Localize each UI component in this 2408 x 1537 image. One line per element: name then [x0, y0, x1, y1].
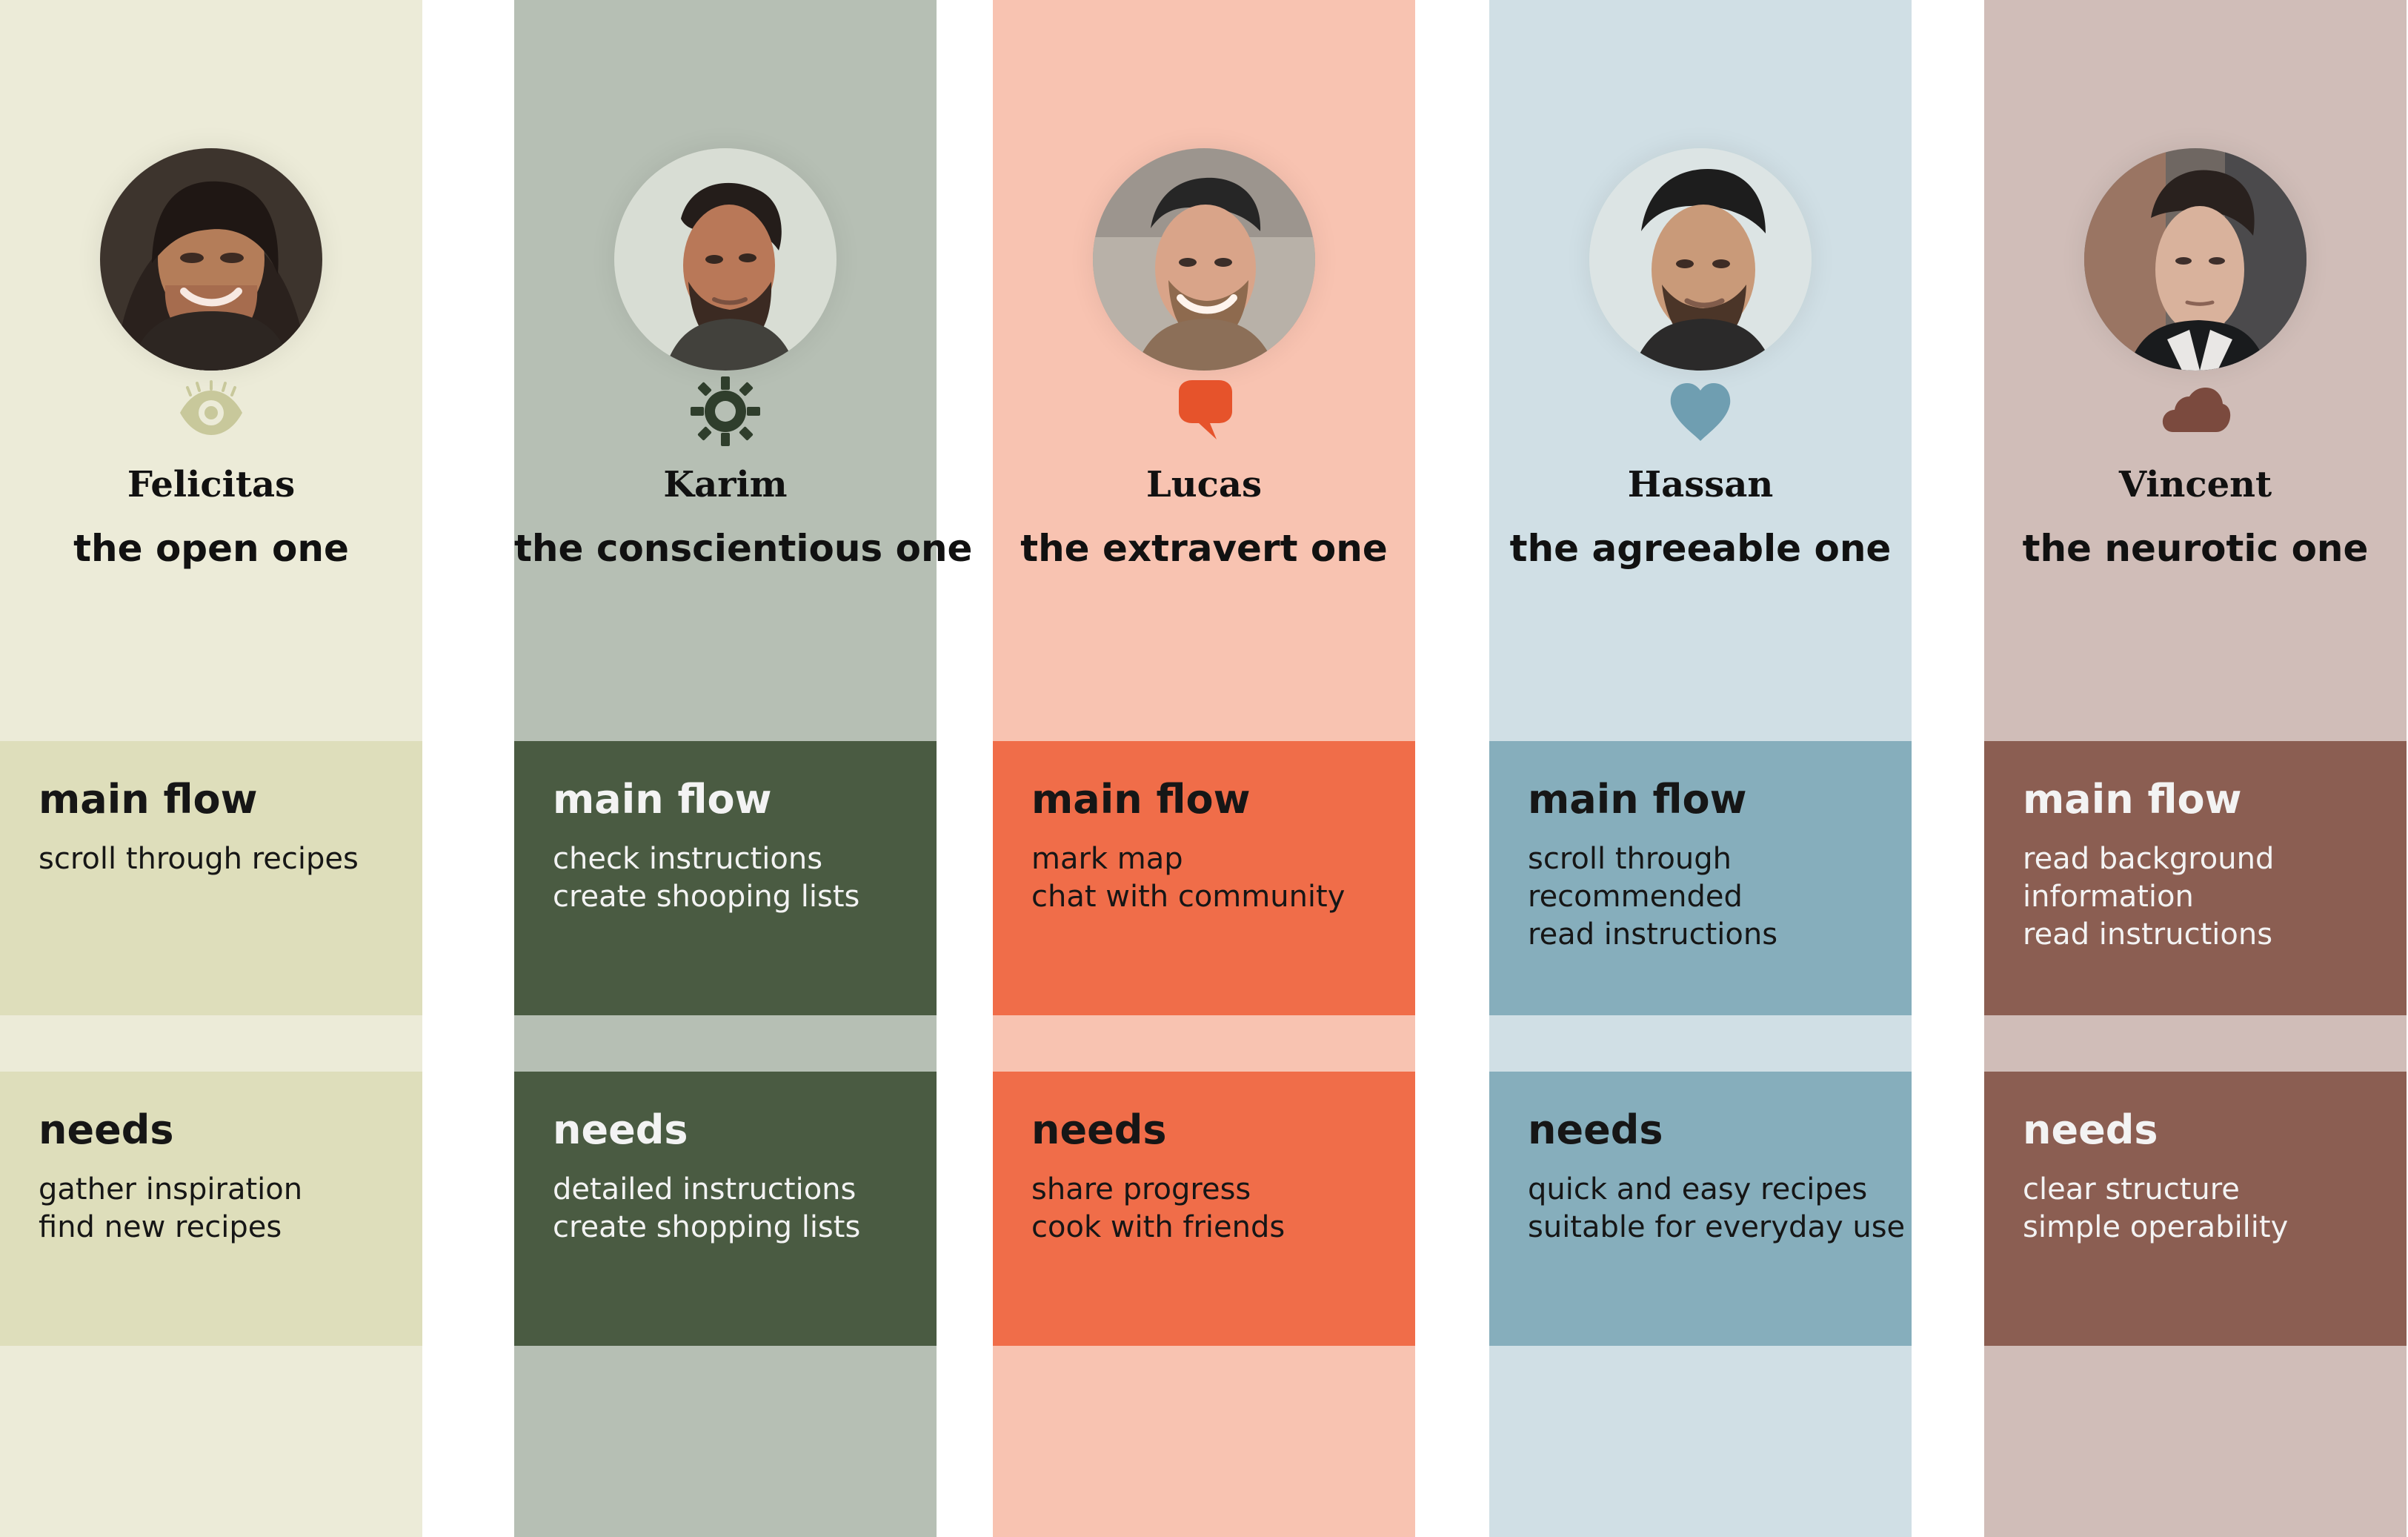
persona-tagline: the extravert one — [1020, 527, 1388, 570]
main-flow-title: main flow — [1528, 776, 1747, 823]
persona-tagline: the open one — [73, 527, 349, 570]
avatar-lucas — [1093, 148, 1315, 371]
persona-card-vincent: Vincent the neurotic one main flow read … — [1984, 0, 2407, 1537]
persona-name: Karim — [663, 464, 788, 505]
needs-line: find new recipes — [39, 1210, 282, 1244]
persona-tagline: the agreeable one — [1509, 527, 1892, 570]
portrait-hassan — [1589, 148, 1812, 371]
needs-box: needs clear structure simple operability — [1984, 1072, 2407, 1346]
main-flow-line: read background — [2023, 842, 2275, 876]
avatar-hassan — [1589, 148, 1812, 371]
needs-box: needs detailed instructions create shopp… — [514, 1072, 937, 1346]
cloud-icon — [2158, 374, 2232, 448]
main-flow-line: information — [2023, 880, 2194, 914]
portrait-lucas — [1093, 148, 1315, 371]
main-flow-box: main flow mark map chat with community — [993, 741, 1415, 1015]
portrait-vincent — [2084, 148, 2306, 371]
persona-name: Vincent — [2118, 464, 2272, 505]
persona-card-lucas: Lucas the extravert one main flow mark m… — [993, 0, 1415, 1537]
needs-title: needs — [1528, 1106, 1663, 1153]
main-flow-line: mark map — [1031, 842, 1183, 876]
main-flow-box: main flow scroll through recommended rea… — [1489, 741, 1912, 1015]
needs-line: clear structure — [2023, 1172, 2240, 1206]
needs-line: simple operability — [2023, 1210, 2289, 1244]
main-flow-line: check instructions — [553, 842, 823, 876]
main-flow-line: create shooping lists — [553, 880, 860, 914]
heart-icon — [1663, 374, 1737, 448]
main-flow-line: read instructions — [1528, 917, 1778, 952]
needs-line: detailed instructions — [553, 1172, 857, 1206]
main-flow-line: scroll through recipes — [39, 842, 359, 876]
needs-line: cook with friends — [1031, 1210, 1286, 1244]
needs-box: needs share progress cook with friends — [993, 1072, 1415, 1346]
needs-line: share progress — [1031, 1172, 1251, 1206]
needs-title: needs — [553, 1106, 688, 1153]
main-flow-line: scroll through — [1528, 842, 1732, 876]
needs-line: gather inspiration — [39, 1172, 303, 1206]
main-flow-title: main flow — [553, 776, 772, 823]
main-flow-line: read instructions — [2023, 917, 2273, 952]
main-flow-line: recommended — [1528, 880, 1743, 914]
persona-card-karim: Karim the conscientious one main flow ch… — [514, 0, 973, 1537]
needs-box: needs quick and easy recipes suitable fo… — [1489, 1072, 1912, 1346]
needs-title: needs — [39, 1106, 174, 1153]
main-flow-title: main flow — [2023, 776, 2242, 823]
avatar-karim — [614, 148, 837, 371]
persona-name: Lucas — [1146, 464, 1262, 505]
avatar-felicitas — [100, 148, 322, 371]
persona-card-hassan: Hassan the agreeable one main flow scrol… — [1489, 0, 1912, 1537]
needs-box: needs gather inspiration find new recipe… — [0, 1072, 422, 1346]
persona-tagline: the neurotic one — [2022, 527, 2369, 570]
needs-title: needs — [2023, 1106, 2158, 1153]
gear-icon — [688, 374, 762, 448]
speech-bubble-icon — [1167, 374, 1241, 448]
main-flow-title: main flow — [39, 776, 258, 823]
portrait-felicitas — [100, 148, 322, 371]
main-flow-line: chat with community — [1031, 880, 1346, 914]
main-flow-box: main flow check instructions create shoo… — [514, 741, 937, 1015]
persona-name: Hassan — [1627, 464, 1774, 505]
needs-title: needs — [1031, 1106, 1167, 1153]
avatar-vincent — [2084, 148, 2306, 371]
needs-line: suitable for everyday use — [1528, 1210, 1906, 1244]
persona-name: Felicitas — [127, 464, 296, 505]
persona-tagline: the conscientious one — [514, 527, 973, 570]
main-flow-title: main flow — [1031, 776, 1251, 823]
main-flow-box: main flow read background information re… — [1984, 741, 2407, 1015]
persona-card-felicitas: Felicitas the open one main flow scroll … — [0, 0, 422, 1537]
eye-icon — [174, 374, 248, 448]
needs-line: quick and easy recipes — [1528, 1172, 1868, 1206]
needs-line: create shopping lists — [553, 1210, 861, 1244]
main-flow-box: main flow scroll through recipes — [0, 741, 422, 1015]
portrait-karim — [614, 148, 837, 371]
